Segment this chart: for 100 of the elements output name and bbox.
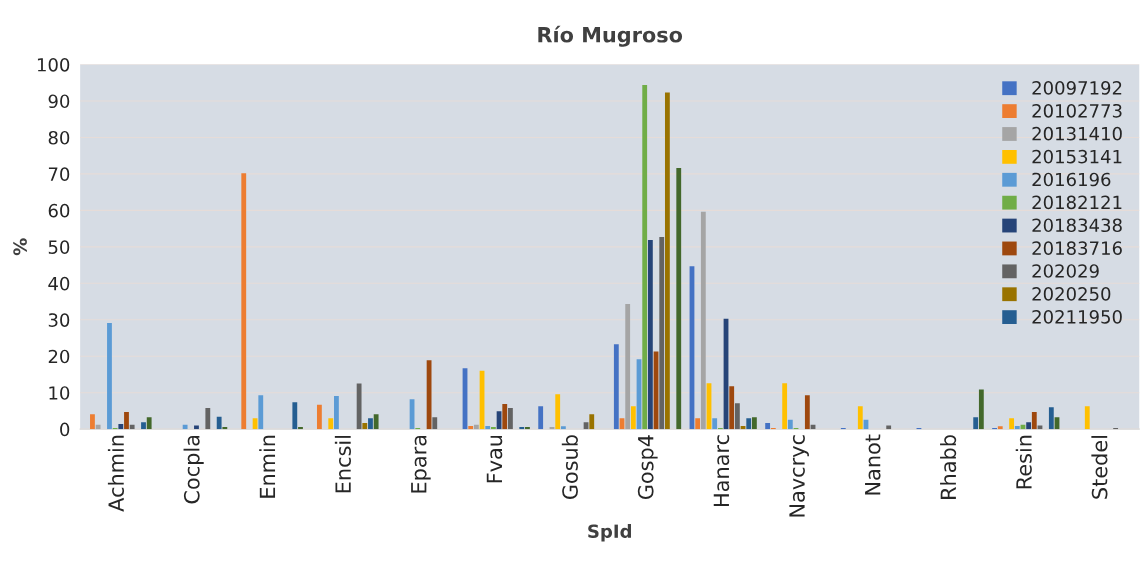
bar <box>502 404 508 430</box>
bar <box>642 84 648 430</box>
x-tick-label: Gosub <box>561 435 578 500</box>
legend-label: 20102773 <box>1032 103 1122 118</box>
bar <box>787 419 793 430</box>
bar <box>292 402 298 430</box>
bar <box>141 422 146 430</box>
bar <box>241 173 247 430</box>
y-tick-label: 60 <box>48 203 70 218</box>
x-tick-label: Fvau <box>486 435 503 483</box>
bar <box>124 412 129 430</box>
bar <box>146 417 152 430</box>
x-axis-title: SpId <box>588 524 631 542</box>
legend-label: 20183716 <box>1032 241 1122 255</box>
y-tick-label: 30 <box>48 313 70 327</box>
bar <box>625 304 631 430</box>
bar <box>1048 407 1054 430</box>
bar <box>216 416 222 430</box>
bar <box>129 424 135 430</box>
bar <box>659 236 665 430</box>
bar <box>560 426 566 430</box>
bar <box>490 426 496 430</box>
bar <box>973 417 979 430</box>
bar <box>729 386 735 430</box>
bar <box>1084 406 1090 430</box>
legend-label: 202029 <box>1032 264 1099 278</box>
y-tick-label: 80 <box>48 130 70 145</box>
bar <box>1031 412 1037 430</box>
y-tick-label: 0 <box>60 422 70 437</box>
bar <box>356 383 362 430</box>
legend-label: 2016196 <box>1032 172 1111 187</box>
bar <box>328 418 334 430</box>
bar <box>751 417 757 430</box>
x-tick-label: Epara <box>411 435 431 493</box>
bar <box>712 418 718 430</box>
bar <box>222 426 228 430</box>
bar <box>1009 418 1015 430</box>
bar <box>525 426 530 430</box>
bar <box>485 425 491 430</box>
x-tick-label: Nanot <box>865 434 881 495</box>
x-tick-label: Rhabb <box>940 435 957 499</box>
x-tick-label: Navcryc <box>789 435 809 517</box>
chart-title: Río Mugroso <box>538 25 683 47</box>
bar <box>664 92 670 430</box>
bar <box>252 418 258 430</box>
bar <box>473 424 479 430</box>
bar <box>695 418 701 430</box>
x-tick-label: Cocpla <box>183 435 204 504</box>
bar <box>373 414 379 430</box>
bar <box>362 422 368 430</box>
legend-label: 2020250 <box>1032 287 1111 301</box>
x-tick-label: Encsil <box>334 435 351 493</box>
bar <box>298 426 303 430</box>
bar <box>368 418 373 430</box>
bar <box>630 406 636 430</box>
y-tick-label: 70 <box>48 167 70 182</box>
bar <box>1026 422 1032 430</box>
bar <box>857 406 863 430</box>
y-tick-label: 40 <box>48 276 70 291</box>
y-tick-label: 100 <box>37 57 70 72</box>
bar <box>508 408 513 430</box>
bar <box>468 425 474 430</box>
bar <box>997 426 1003 430</box>
bar <box>734 403 740 430</box>
bar <box>95 424 101 430</box>
bar <box>432 417 438 430</box>
legend-label: 20097192 <box>1032 81 1122 95</box>
bar <box>538 406 544 430</box>
bar <box>118 424 124 430</box>
x-tick-label: Achmin <box>107 435 125 512</box>
x-tick-label: Resin <box>1015 435 1032 489</box>
bar <box>782 383 788 430</box>
bar <box>519 426 525 430</box>
bar <box>765 422 771 430</box>
bar <box>182 424 188 430</box>
bar <box>334 395 339 430</box>
y-tick-label: 20 <box>48 349 70 364</box>
x-tick-label: Hanarc <box>713 435 730 506</box>
bar <box>746 418 752 430</box>
bar <box>804 395 810 430</box>
bar <box>316 404 322 430</box>
bar <box>107 323 112 430</box>
bar <box>205 408 211 430</box>
bar <box>589 414 595 430</box>
bar <box>426 360 432 430</box>
x-tick-label: Stedel <box>1091 435 1108 499</box>
y-tick-label: 90 <box>48 94 70 109</box>
bar <box>1014 425 1020 430</box>
bar <box>676 168 682 430</box>
legend-label: 20182121 <box>1032 195 1122 210</box>
legend-label: 20211950 <box>1032 309 1122 324</box>
y-axis-title: % <box>13 238 27 256</box>
y-tick-label: 50 <box>48 240 70 254</box>
x-tick-label: Gosp4 <box>637 435 658 500</box>
x-tick-label: Enmin <box>259 435 276 498</box>
bar <box>700 211 706 430</box>
bar <box>647 239 653 430</box>
legend-label: 20183438 <box>1032 218 1122 233</box>
bar <box>90 414 95 430</box>
bar <box>555 394 561 430</box>
